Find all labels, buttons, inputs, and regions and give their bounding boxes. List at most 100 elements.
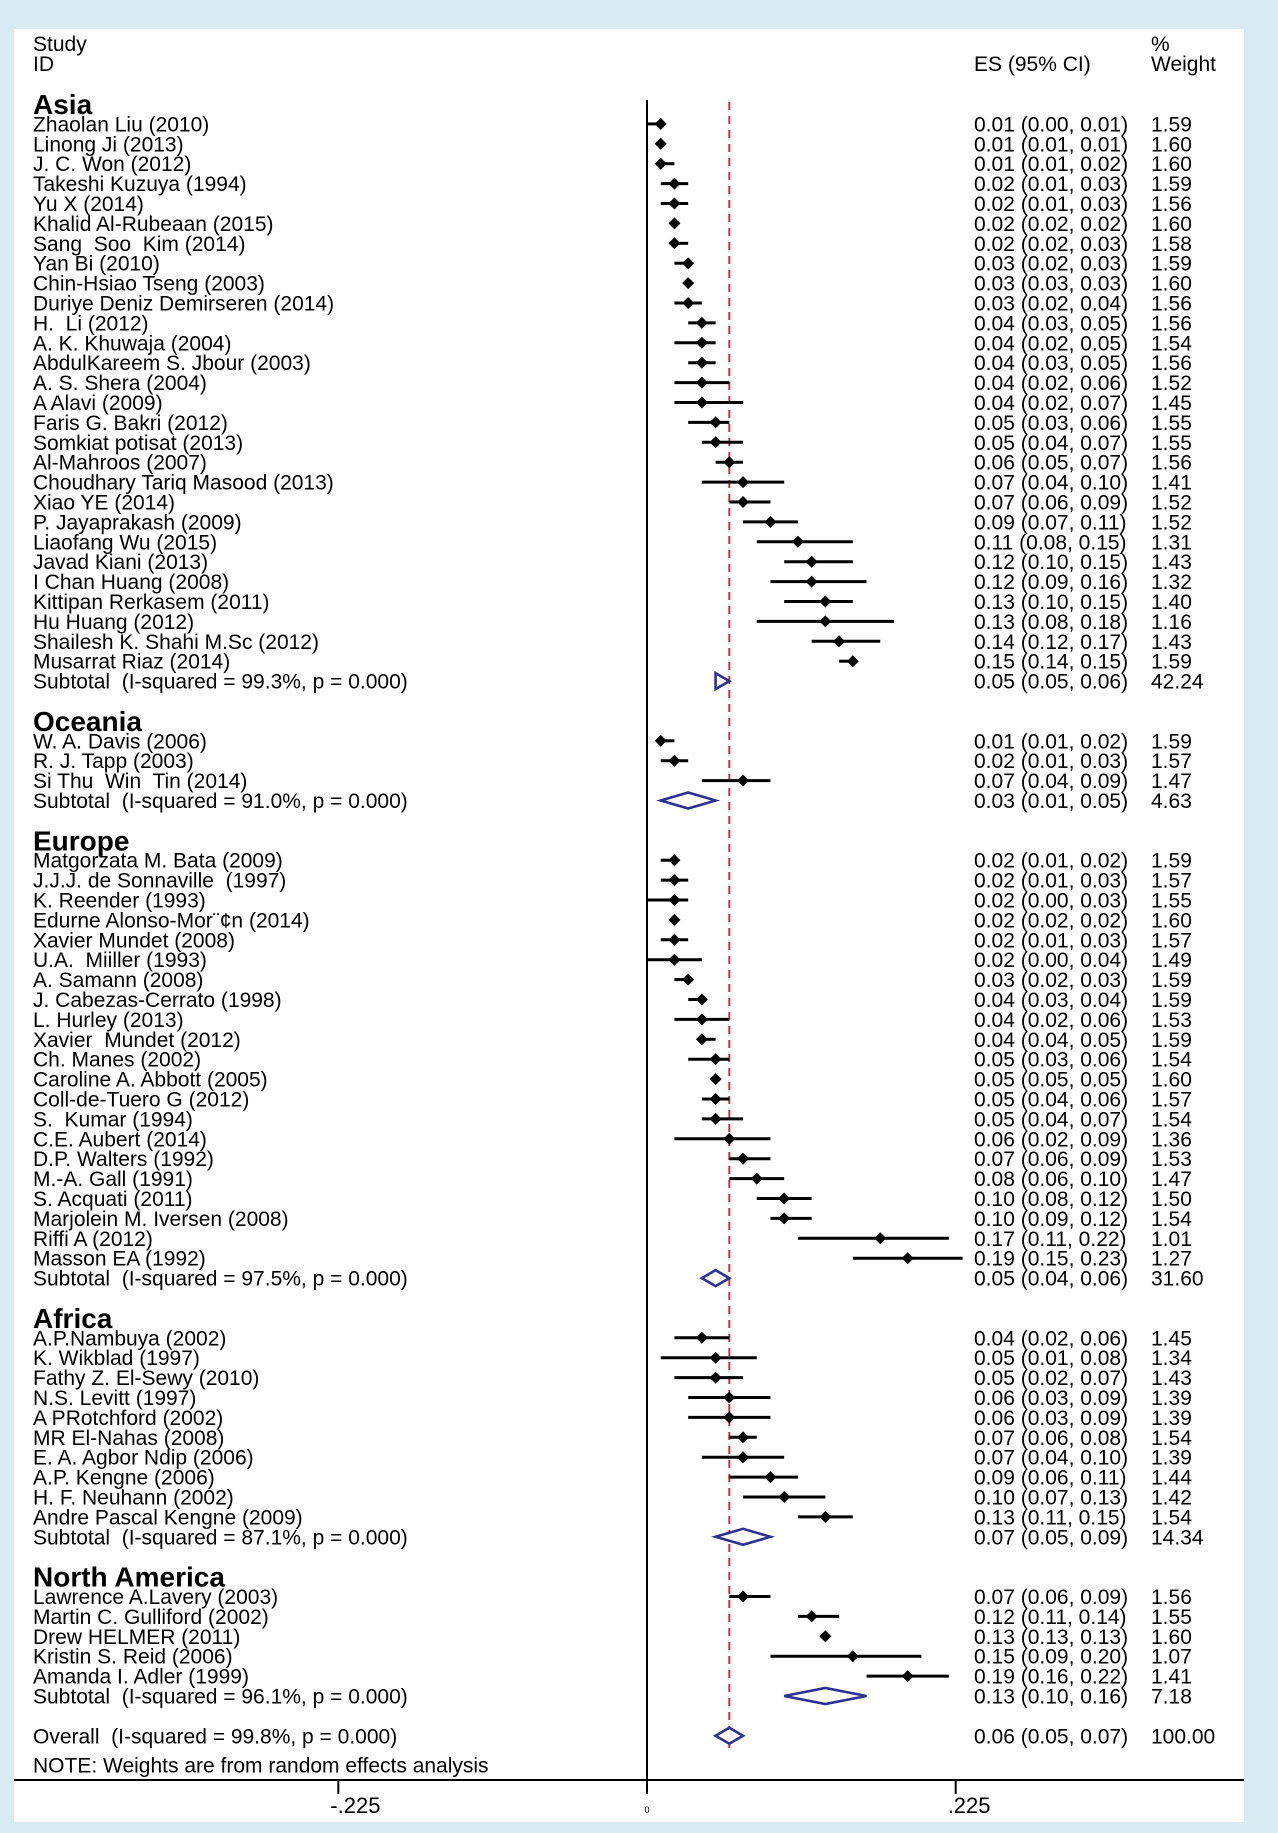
point-estimate-marker [668,953,681,966]
study-label: Takeshi Kuzuya (1994) [33,173,247,196]
point-estimate-marker [901,1670,914,1683]
weight-text: 1.55 [1151,1606,1192,1629]
es-ci-text: 0.02 (0.00, 0.04) [974,949,1128,972]
es-ci-text: 0.03 (0.02, 0.04) [974,293,1128,316]
study-label: Khalid Al-Rubeaan (2015) [33,213,274,236]
es-ci-text: 0.05 (0.04, 0.07) [974,1108,1128,1131]
point-estimate-marker [668,754,681,767]
point-estimate-marker [764,515,777,528]
weight-text: 1.42 [1151,1487,1192,1510]
study-label: Choudhary Tariq Masood (2013) [33,472,334,495]
study-label: Chin-Hsiao Tseng (2003) [33,273,265,296]
point-estimate-marker [709,1053,722,1066]
es-ci-text: 0.06 (0.03, 0.09) [974,1387,1128,1410]
weight-text: 1.40 [1151,591,1192,614]
point-estimate-marker [723,456,736,469]
weight-text: 1.59 [1151,730,1192,753]
point-estimate-marker [668,237,681,250]
weight-text: 1.60 [1151,909,1192,932]
study-label: Xiao YE (2014) [33,492,175,515]
weight-text: 1.60 [1151,153,1192,176]
study-label: Duriye Deniz Demirseren (2014) [33,293,334,316]
weight-text: 1.56 [1151,293,1192,316]
study-label: A Alavi (2009) [33,392,163,415]
point-estimate-marker [709,1351,722,1364]
es-ci-text: 0.14 (0.12, 0.17) [974,631,1128,654]
point-estimate-marker [846,1650,859,1663]
point-estimate-marker [846,655,859,668]
study-label: Yu X (2014) [33,193,144,216]
es-ci-text: 0.05 (0.01, 0.08) [974,1347,1128,1370]
note-text: NOTE: Weights are from random effects an… [33,1755,489,1778]
es-ci-text: 0.05 (0.04, 0.07) [974,432,1128,455]
weight-text: 42.24 [1151,671,1204,694]
study-label: Lawrence A.Lavery (2003) [33,1586,278,1609]
study-label: Fathy Z. El-Sewy (2010) [33,1367,259,1390]
study-label: Coll-de-Tuero G (2012) [33,1089,249,1112]
point-estimate-marker [709,436,722,449]
weight-text: 1.34 [1151,1347,1192,1370]
weight-text: 1.59 [1151,173,1192,196]
subtotal-diamond [714,670,732,692]
study-label: A.P.Nambuya (2002) [33,1327,226,1350]
study-label: C.E. Aubert (2014) [33,1128,207,1151]
study-label: Si Thu Win Tin (2014) [33,770,247,793]
es-ci-text: 0.05 (0.05, 0.05) [974,1069,1128,1092]
point-estimate-marker [654,157,667,170]
study-label: H. F. Neuhann (2002) [33,1487,234,1510]
weight-text: 31.60 [1151,1268,1204,1291]
es-ci-text: 0.01 (0.01, 0.02) [974,153,1128,176]
point-estimate-marker [778,1491,791,1503]
study-label: MR El-Nahas (2008) [33,1427,224,1450]
overall-label: Overall (I-squared = 99.8%, p = 0.000) [33,1725,397,1748]
subtotal-label: Subtotal (I-squared = 99.3%, p = 0.000) [33,671,408,694]
point-estimate-marker [819,615,832,628]
study-label: Sang Soo Kim (2014) [33,233,245,256]
weight-text: 1.31 [1151,531,1192,554]
weight-text: 1.27 [1151,1248,1192,1271]
es-ci-text: 0.02 (0.02, 0.02) [974,213,1128,236]
es-ci-text: 0.07 (0.04, 0.10) [974,1447,1128,1470]
point-estimate-marker [791,535,804,548]
weight-text: 1.45 [1151,1327,1192,1350]
weight-text: 1.39 [1151,1387,1192,1410]
es-ci-text: 0.12 (0.09, 0.16) [974,571,1128,594]
study-label: K. Reender (1993) [33,890,206,913]
study-label: U.A. Miiller (1993) [33,949,207,972]
es-ci-text: 0.11 (0.08, 0.15) [974,531,1127,554]
es-ci-text: 0.04 (0.02, 0.05) [974,332,1128,355]
weight-text: 1.41 [1151,472,1192,495]
point-estimate-marker [709,1073,722,1086]
point-estimate-marker [737,1152,750,1165]
point-estimate-marker [764,1471,777,1484]
es-ci-text: 0.08 (0.06, 0.10) [974,1168,1128,1191]
point-estimate-marker [668,913,681,926]
subtotal-label: Subtotal (I-squared = 97.5%, p = 0.000) [33,1268,408,1291]
weight-text: 14.34 [1151,1526,1204,1549]
es-ci-text: 0.04 (0.02, 0.06) [974,1327,1128,1350]
study-label: Amanda I. Adler (1999) [33,1666,249,1689]
group-heading: Asia [33,89,93,120]
point-estimate-marker [709,1093,722,1105]
study-label: Riffi A (2012) [33,1228,153,1251]
plot-panel [14,29,1244,1822]
point-estimate-marker [668,854,681,867]
study-label: W. A. Davis (2006) [33,730,207,753]
point-estimate-marker [737,476,750,489]
weight-text: 100.00 [1151,1725,1215,1748]
weight-text: 1.57 [1151,1089,1192,1112]
es-ci-text: 0.09 (0.07, 0.11) [974,511,1127,534]
es-ci-text: 0.02 (0.01, 0.03) [974,870,1128,893]
subtotal-diamond [699,1268,732,1288]
weight-text: 1.07 [1151,1646,1192,1669]
es-ci-text: 0.07 (0.06, 0.08) [974,1427,1128,1450]
es-ci-text: 0.02 (0.00, 0.03) [974,890,1128,913]
point-estimate-marker [819,1510,832,1523]
es-ci-text: 0.13 (0.11, 0.15) [974,1506,1127,1529]
es-ci-text: 0.17 (0.11, 0.22) [974,1228,1127,1251]
weight-text: 1.56 [1151,352,1192,375]
study-label: N.S. Levitt (1997) [33,1387,196,1410]
point-estimate-marker [668,177,681,190]
es-ci-text: 0.03 (0.02, 0.03) [974,969,1128,992]
